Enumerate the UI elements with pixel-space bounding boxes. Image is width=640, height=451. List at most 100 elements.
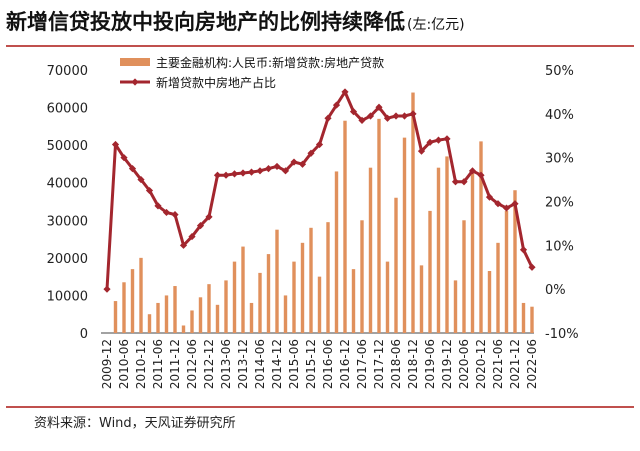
bar [470,173,475,333]
x-tick-label: 2010-12 [134,339,148,389]
line-point [375,103,383,111]
x-tick-label: 2016-12 [338,339,352,389]
line-point [247,168,256,176]
line-point [349,108,358,116]
line-point [196,222,205,230]
line-point [264,165,273,173]
legend-bar-label: 主要金融机构:人民币:新增贷款:房地产贷款 [156,55,384,70]
x-tick-label: 2012-12 [202,339,216,389]
x-tick-label: 2015-06 [287,339,301,389]
bar [258,272,262,333]
bar [147,314,152,333]
line-point [230,170,239,178]
bar [377,118,381,333]
line-point [324,114,332,122]
bar [266,254,271,333]
x-tick-label: 2017-12 [372,339,386,389]
line-point [128,165,137,173]
bar [283,295,288,333]
bar [156,302,160,333]
bar [445,156,449,333]
y-left-tick-label: 30000 [47,214,88,229]
line-point [341,88,349,96]
x-tick-label: 2021-12 [508,339,522,389]
line-point [205,213,213,221]
line-point [358,116,366,125]
y-right-tick-label: 10% [545,239,574,254]
unit-note: (左:亿元) [407,17,465,33]
header-rule [6,45,634,47]
line-point [528,263,536,271]
bar [300,242,305,333]
line-point [477,171,485,179]
bar [198,297,203,333]
legend-bar-swatch [120,58,150,66]
x-tick-label: 2016-06 [321,339,335,389]
line-point [222,171,230,179]
line-point [307,149,315,157]
line-point [154,202,162,210]
y-left-tick-label: 70000 [47,64,88,79]
x-tick-label: 2010-06 [117,339,131,389]
line-point [434,136,443,144]
line-point [485,193,494,201]
y-right-tick-label: 50% [545,64,574,79]
bar [292,261,296,333]
bar [181,325,186,333]
source-note: 资料来源：Wind，天风证券研究所 [34,416,236,431]
bar [241,246,245,333]
bar [275,229,279,333]
y-right-tick-label: 20% [545,196,574,211]
y-right-tick-label: 30% [545,152,574,167]
bar [479,141,483,333]
y-left-tick-label: 60000 [47,102,88,117]
bar [521,302,526,333]
chart-title-block: 新增信贷投放中投向房地产的比例持续降低 (左:亿元) [6,6,465,40]
y-right-tick-label: 0% [545,283,566,298]
bar [139,257,143,333]
bar [419,265,424,333]
y-left-tick-label: 40000 [47,177,88,192]
bar [385,261,390,333]
line-point [502,204,511,212]
line-point [468,167,477,175]
line-point [392,112,400,120]
bar [513,190,517,333]
line-point [273,162,281,171]
bar [394,197,398,333]
bar [428,210,432,333]
line-point [519,246,528,254]
bar [368,167,373,333]
bar [164,295,169,333]
bar [411,92,415,334]
line-point [120,154,128,162]
x-tick-label: 2011-12 [168,339,182,389]
x-tick-label: 2018-12 [406,339,420,389]
x-tick-label: 2018-06 [389,339,403,389]
bar [334,171,339,333]
bar [530,306,534,333]
line-point [145,186,154,195]
bar [173,286,177,333]
x-tick-label: 2012-06 [185,339,199,389]
chart-title: 新增信贷投放中投向房地产的比例持续降低 [6,10,405,34]
line-point [426,138,434,146]
y-right-tick-label: 40% [545,108,574,123]
bar [249,302,254,333]
bar [351,269,356,333]
legend-line-label: 新增贷款中房地产占比 [156,75,276,90]
legend-line-marker [131,78,139,86]
line-point [213,171,222,179]
y-left-tick-label: 0 [80,327,88,342]
bar [224,280,228,333]
x-tick-label: 2013-06 [219,339,233,389]
line-point [179,241,188,249]
y-left-tick-label: 10000 [47,289,88,304]
x-tick-label: 2022-06 [525,339,539,389]
x-tick-label: 2014-12 [270,339,284,389]
bar [402,137,407,333]
bar [113,301,118,333]
bar [190,310,194,333]
